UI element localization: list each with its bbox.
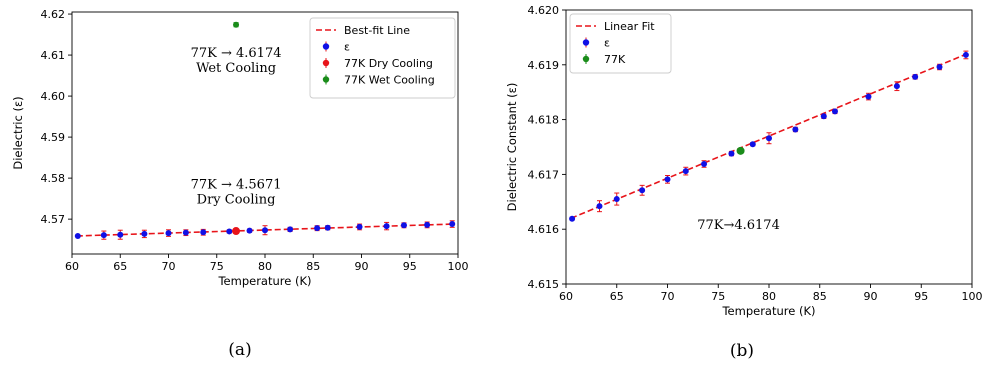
data-point	[865, 93, 872, 100]
legend-point-marker	[322, 76, 330, 83]
x-tick-label: 90	[355, 260, 369, 273]
data-point	[182, 229, 189, 236]
data-point	[262, 227, 268, 234]
y-tick-label: 4.615	[528, 278, 560, 291]
data-point	[792, 126, 799, 133]
data-point	[287, 226, 294, 233]
x-tick-label: 100	[962, 290, 983, 303]
y-tick-label: 4.57	[41, 213, 66, 226]
data-point	[324, 224, 331, 231]
data-point	[639, 187, 646, 194]
legend-entry-label: ε	[604, 37, 610, 50]
x-tick-label: 75	[210, 260, 224, 273]
y-tick-label: 4.58	[41, 172, 66, 185]
data-point	[682, 168, 689, 175]
data-point	[226, 228, 233, 235]
data-point	[766, 135, 772, 142]
legend-entry-label: Best-fit Line	[344, 24, 410, 37]
y-tick-label: 4.619	[528, 59, 560, 72]
data-point	[831, 108, 838, 115]
chart-panel-0: 60 65 70 75 80 85 90 95 100 4.57 4.58 4.59 4.60 4.61 4…	[11, 8, 469, 360]
y-tick-label: 4.620	[528, 4, 560, 17]
x-tick-label: 95	[914, 290, 928, 303]
y-tick-label: 4.60	[41, 90, 66, 103]
y-axis-label: Dielectric Constant (ε)	[505, 83, 519, 212]
data-point	[314, 225, 321, 232]
annotation-text: Dry Cooling	[197, 192, 276, 207]
legend-entry-label: 77K Wet Cooling	[344, 74, 435, 87]
legend: Best-fit Line ε 77K Dry Cooling 77K Wet Coo…	[309, 17, 456, 99]
x-tick-label: 65	[113, 260, 127, 273]
x-tick-label: 85	[813, 290, 827, 303]
x-tick-label: 70	[162, 260, 176, 273]
data-point	[936, 63, 943, 70]
legend-point-marker	[582, 55, 590, 63]
chart-panel-1: 60 65 70 75 80 85 90 95 100 4.615 4.616 4.617 4.618 4…	[505, 4, 983, 361]
y-tick-label: 4.61	[41, 49, 66, 62]
data-point	[613, 196, 620, 203]
data-point	[912, 73, 919, 80]
x-tick-label: 85	[306, 260, 320, 273]
data-point	[449, 221, 456, 228]
data-point	[664, 176, 671, 183]
data-point	[383, 223, 390, 230]
data-point	[200, 229, 207, 236]
legend: Linear Fit ε 77K	[569, 13, 672, 74]
annotation-text: 77K → 4.5671	[191, 177, 282, 192]
legend-entry-label: Linear Fit	[604, 20, 655, 33]
x-axis-label: Temperature (K)	[217, 274, 311, 288]
data-point	[233, 21, 240, 28]
data-point	[100, 232, 107, 239]
legend-entry-label: ε	[344, 41, 350, 54]
data-point	[596, 203, 603, 210]
legend-entry-label: 77K	[604, 53, 626, 66]
x-tick-label: 80	[258, 260, 272, 273]
data-point	[736, 146, 745, 155]
data-point	[74, 232, 81, 239]
data-point	[165, 230, 172, 237]
y-axis-label: Dielectric (ε)	[11, 96, 25, 169]
annotation-text: 77K → 4.6174	[191, 46, 282, 61]
x-tick-label: 60	[65, 260, 79, 273]
y-tick-label: 4.618	[528, 114, 560, 127]
legend-box	[309, 17, 456, 99]
panel-caption: (a)	[228, 340, 251, 360]
data-point	[232, 227, 241, 236]
data-point	[701, 160, 708, 167]
data-point	[569, 215, 576, 222]
x-axis-label: Temperature (K)	[721, 304, 815, 318]
x-tick-label: 75	[711, 290, 725, 303]
y-tick-label: 4.616	[528, 223, 560, 236]
legend-entry-label: 77K Dry Cooling	[344, 57, 433, 70]
data-point	[893, 83, 900, 90]
data-point	[728, 150, 735, 157]
annotation-text: 77K→4.6174	[697, 218, 780, 233]
data-point	[962, 51, 969, 58]
y-tick-label: 4.62	[41, 8, 66, 21]
x-tick-label: 60	[559, 290, 573, 303]
annotation-text: Wet Cooling	[196, 61, 276, 76]
y-tick-label: 4.617	[528, 168, 560, 181]
y-tick-label: 4.59	[41, 131, 66, 144]
data-point	[246, 227, 253, 234]
legend-box	[569, 13, 672, 74]
data-point	[356, 223, 363, 230]
x-tick-label: 100	[448, 260, 469, 273]
data-point	[117, 231, 124, 238]
x-tick-label: 95	[403, 260, 417, 273]
legend-point-marker	[322, 59, 330, 67]
x-tick-label: 90	[864, 290, 878, 303]
x-tick-label: 80	[762, 290, 776, 303]
x-tick-label: 65	[610, 290, 624, 303]
panel-caption: (b)	[730, 341, 754, 361]
data-point	[141, 230, 148, 237]
data-point	[820, 113, 827, 120]
legend-point-marker	[322, 43, 330, 50]
legend-point-marker	[582, 39, 590, 46]
data-point	[424, 221, 431, 228]
data-point	[749, 141, 756, 148]
data-point	[400, 222, 407, 229]
x-tick-label: 70	[661, 290, 675, 303]
